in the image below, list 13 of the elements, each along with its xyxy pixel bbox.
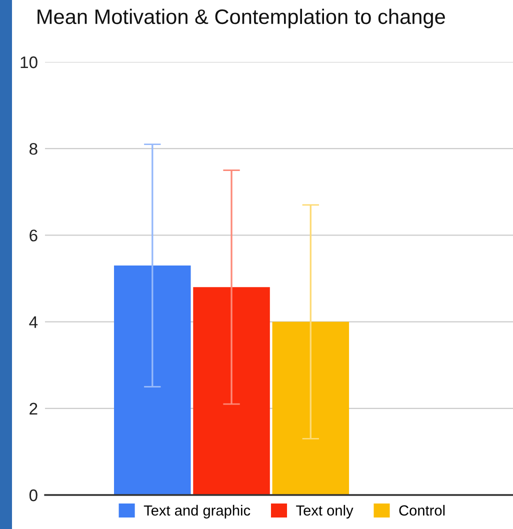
y-tick-label: 6 xyxy=(30,230,38,242)
legend-label: Text only xyxy=(296,504,354,519)
y-tick-label: 4 xyxy=(29,316,38,328)
legend-label: Control xyxy=(399,504,445,516)
bar xyxy=(114,266,191,495)
chart-title: Mean Motivation & Contemplation to change xyxy=(38,8,445,28)
bar xyxy=(193,287,270,495)
y-tick-label: 8 xyxy=(30,143,38,155)
y-tick-label: 10 xyxy=(20,56,38,68)
bar xyxy=(272,322,350,495)
y-tick-label: 0 xyxy=(29,489,38,502)
legend-label: Text and graphic xyxy=(144,504,250,519)
y-tick-label: 2 xyxy=(30,402,38,414)
